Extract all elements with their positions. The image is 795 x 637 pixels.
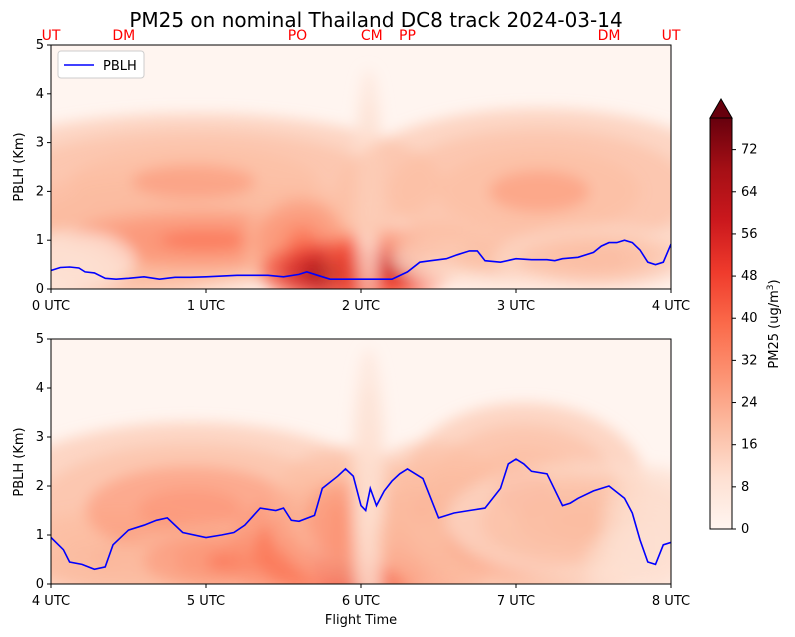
y-tick-label: 2 <box>36 184 44 199</box>
colorbar-tick-label: 72 <box>741 143 758 158</box>
x-tick-label: 6 UTC <box>342 594 380 609</box>
colorbar-tick-label: 24 <box>741 396 758 411</box>
site-label-po: PO <box>288 28 307 44</box>
colorbar-ticks: 0 8 16 24 32 40 48 56 64 72 <box>732 143 758 537</box>
y-tick-label: 4 <box>36 87 44 102</box>
site-label-pp: PP <box>399 28 416 44</box>
colorbar-tick-label: 48 <box>741 269 758 284</box>
legend: PBLH <box>57 50 145 79</box>
colorbar-tick-label: 0 <box>741 522 749 537</box>
colorbar-extend-arrow <box>709 98 733 119</box>
x-tick-label: 8 UTC <box>652 594 690 609</box>
panel-0-4-utc: 0 1 2 3 4 5 0 UTC 1 UTC 2 UTC 3 UTC 4 UTC PBLH (K… <box>12 38 690 314</box>
y-tick-label: 0 <box>36 577 44 592</box>
x-tick-label: 3 UTC <box>497 299 535 314</box>
legend-label: PBLH <box>103 59 137 74</box>
pm25-field <box>51 69 671 289</box>
y-ticks: 0 1 2 3 4 5 <box>36 38 51 297</box>
x-tick-label: 1 UTC <box>187 299 225 314</box>
pm25-blob <box>574 251 629 269</box>
pblh-line <box>51 458 671 571</box>
y-tick-label: 3 <box>36 136 44 151</box>
site-label-dm: DM <box>112 28 135 44</box>
y-tick-label: 3 <box>36 430 44 445</box>
y-tick-label: 5 <box>36 38 44 53</box>
colorbar-gradient <box>709 117 733 530</box>
panel-4-8-utc: 0 1 2 3 4 5 4 UTC 5 UTC 6 UTC 7 UTC 8 UTC PBLH (K… <box>12 332 690 628</box>
site-label-cm: CM <box>361 28 383 44</box>
colorbar-tick-label: 40 <box>741 311 758 326</box>
y-tick-label: 1 <box>36 528 44 543</box>
x-tick-label: 5 UTC <box>187 594 225 609</box>
pblh-line <box>51 239 671 281</box>
x-tick-label: 4 UTC <box>32 594 70 609</box>
x-tick-label: 7 UTC <box>497 594 535 609</box>
colorbar-tick-label: 64 <box>741 185 758 200</box>
site-labels: UT DM PO CM PP DM UT <box>42 28 681 44</box>
pm25-blob <box>488 170 590 213</box>
pm25-blob <box>641 510 670 540</box>
x-tick-label: 2 UTC <box>342 299 380 314</box>
colorbar-label: PM25 (ug/m3) <box>766 279 782 368</box>
site-label-ut: UT <box>42 28 61 44</box>
x-ticks: 0 UTC 1 UTC 2 UTC 3 UTC 4 UTC <box>32 289 690 314</box>
colorbar-tick-label: 56 <box>741 227 758 242</box>
colorbar-tick-label: 8 <box>741 480 749 495</box>
legend-box <box>57 50 145 79</box>
x-tick-label: 0 UTC <box>32 299 70 314</box>
x-ticks: 4 UTC 5 UTC 6 UTC 7 UTC 8 UTC <box>32 584 690 609</box>
site-label-ut: UT <box>662 28 681 44</box>
colorbar: 0 8 16 24 32 40 48 56 64 72 PM25 (ug/m3) <box>709 98 782 537</box>
pm25-blob <box>138 488 243 533</box>
y-ticks: 0 1 2 3 4 5 <box>36 332 51 592</box>
x-axis-label: Flight Time <box>325 613 397 628</box>
site-label-dm: DM <box>598 28 621 44</box>
pm25-blob <box>58 252 90 268</box>
y-tick-label: 5 <box>36 332 44 347</box>
y-tick-label: 1 <box>36 233 44 248</box>
pm25-blob <box>131 164 256 199</box>
y-tick-label: 0 <box>36 282 44 297</box>
y-axis-label: PBLH (Km) <box>12 132 27 201</box>
y-tick-label: 2 <box>36 479 44 494</box>
colorbar-tick-label: 32 <box>741 353 758 368</box>
y-axis-label: PBLH (Km) <box>12 427 27 496</box>
y-tick-label: 4 <box>36 381 44 396</box>
x-tick-label: 4 UTC <box>652 299 690 314</box>
colorbar-tick-label: 16 <box>741 438 758 453</box>
pm25-blob <box>159 230 253 250</box>
chart-title: PM25 on nominal Thailand DC8 track 2024-… <box>129 8 622 32</box>
